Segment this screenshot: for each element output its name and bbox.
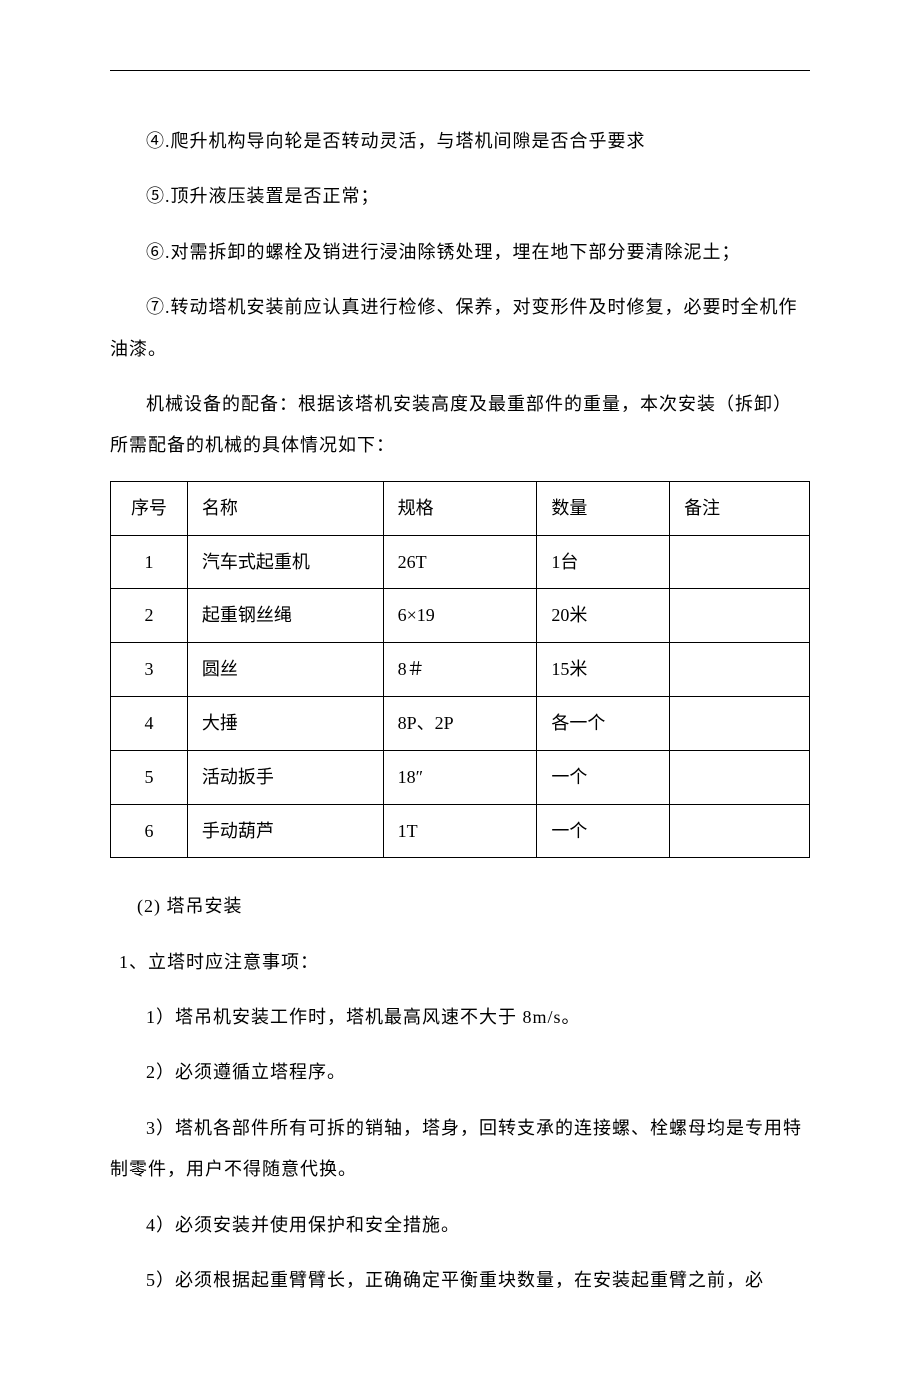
para-item-7: ⑦.转动塔机安装前应认真进行检修、保养，对变形件及时修复，必要时全机作油漆。: [110, 287, 810, 370]
para-item-6: ⑥.对需拆卸的螺栓及销进行浸油除锈处理，埋在地下部分要清除泥土；: [110, 232, 810, 273]
para-item-4: ④.爬升机构导向轮是否转动灵活，与塔机间隙是否合乎要求: [110, 121, 810, 162]
td-name: 活动扳手: [187, 750, 383, 804]
td-name: 起重钢丝绳: [187, 589, 383, 643]
th-seq: 序号: [111, 481, 188, 535]
td-qty: 一个: [537, 750, 670, 804]
table-row: 5 活动扳手 18″ 一个: [111, 750, 810, 804]
td-name: 汽车式起重机: [187, 535, 383, 589]
td-qty: 一个: [537, 804, 670, 858]
td-qty: 1台: [537, 535, 670, 589]
td-name: 圆丝: [187, 643, 383, 697]
td-seq: 5: [111, 750, 188, 804]
td-seq: 6: [111, 804, 188, 858]
th-spec: 规格: [383, 481, 537, 535]
td-seq: 3: [111, 643, 188, 697]
sec2-item-4: 4）必须安装并使用保护和安全措施。: [110, 1205, 810, 1246]
td-spec: 1T: [383, 804, 537, 858]
table-row: 2 起重钢丝绳 6×19 20米: [111, 589, 810, 643]
th-qty: 数量: [537, 481, 670, 535]
td-note: [670, 750, 810, 804]
th-note: 备注: [670, 481, 810, 535]
table-row: 4 大捶 8P、2P 各一个: [111, 696, 810, 750]
td-note: [670, 589, 810, 643]
equipment-table: 序号 名称 规格 数量 备注 1 汽车式起重机 26T 1台 2 起重钢丝绳 6…: [110, 481, 810, 859]
sec2-item-1: 1）塔吊机安装工作时，塔机最高风速不大于 8m/s。: [110, 997, 810, 1038]
td-qty: 20米: [537, 589, 670, 643]
top-separator: [110, 70, 810, 71]
th-name: 名称: [187, 481, 383, 535]
td-seq: 1: [111, 535, 188, 589]
td-spec: 26T: [383, 535, 537, 589]
td-note: [670, 643, 810, 697]
table-header-row: 序号 名称 规格 数量 备注: [111, 481, 810, 535]
sec2-item-3: 3）塔机各部件所有可拆的销轴，塔身，回转支承的连接螺、栓螺母均是专用特制零件，用…: [110, 1108, 810, 1191]
table-row: 3 圆丝 8＃ 15米: [111, 643, 810, 697]
table-row: 1 汽车式起重机 26T 1台: [111, 535, 810, 589]
section-2-title: (2) 塔吊安装: [110, 886, 810, 927]
sec2-item-5: 5）必须根据起重臂臂长，正确确定平衡重块数量，在安装起重臂之前，必: [110, 1260, 810, 1301]
td-note: [670, 696, 810, 750]
td-name: 手动葫芦: [187, 804, 383, 858]
table-row: 6 手动葫芦 1T 一个: [111, 804, 810, 858]
td-qty: 15米: [537, 643, 670, 697]
td-note: [670, 804, 810, 858]
td-qty: 各一个: [537, 696, 670, 750]
td-note: [670, 535, 810, 589]
para-item-5: ⑤.顶升液压装置是否正常；: [110, 176, 810, 217]
td-name: 大捶: [187, 696, 383, 750]
sec2-item-2: 2）必须遵循立塔程序。: [110, 1052, 810, 1093]
td-spec: 8P、2P: [383, 696, 537, 750]
td-spec: 18″: [383, 750, 537, 804]
para-equipment-intro: 机械设备的配备：根据该塔机安装高度及最重部件的重量，本次安装（拆卸）所需配备的机…: [110, 384, 810, 467]
section-2-sub1: 1、立塔时应注意事项：: [110, 942, 810, 983]
td-seq: 4: [111, 696, 188, 750]
td-spec: 6×19: [383, 589, 537, 643]
td-seq: 2: [111, 589, 188, 643]
td-spec: 8＃: [383, 643, 537, 697]
